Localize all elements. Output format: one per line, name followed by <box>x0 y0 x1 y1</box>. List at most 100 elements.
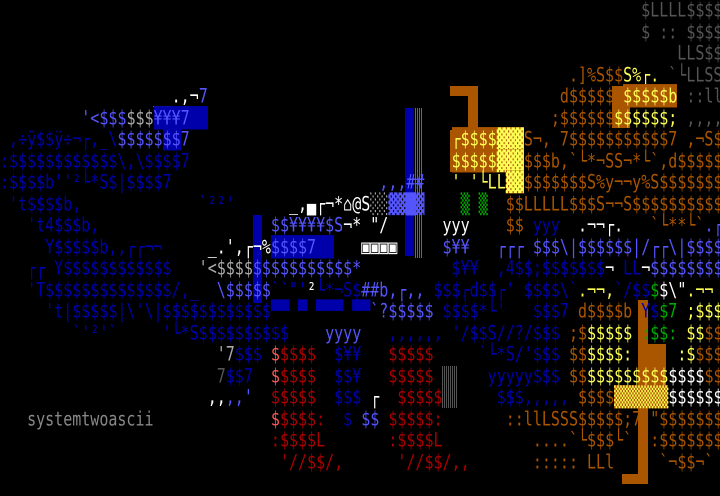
ascii-segment: `└LLSS <box>659 62 720 86</box>
ascii-segment: └*¬S$ <box>316 277 362 301</box>
ascii-segment: $$$$ <box>279 363 317 387</box>
ascii-segment: ,,,,,, <box>361 320 443 344</box>
ascii-segment: ,,' <box>225 385 253 409</box>
orange-trunk-block <box>648 344 666 392</box>
ascii-segment: $$ <box>704 320 720 344</box>
ascii-segment: $$$$$ <box>361 363 434 387</box>
ascii-row: '7$$$ $$$$$ $¥¥ $$$$$ `└*S/'$$$ $$$$$$: … <box>0 341 720 369</box>
ascii-segment: $¥¥ <box>361 256 479 280</box>
ascii-segment: ░░ <box>370 191 389 215</box>
blue-bar-left <box>405 108 414 256</box>
ascii-segment: $$$$\` <box>514 277 578 301</box>
ascii-segment: '//$$/,, <box>343 449 470 473</box>
ascii-segment: Y$$$$$b,,┌┌¬¬ <box>0 234 163 258</box>
ascii-segment: $$ <box>469 213 524 237</box>
ascii-row: `'²'` '└*S$$$$$$$$$$ yyyy ,,,,,, '/$$S//… <box>0 319 720 347</box>
ascii-row: ,,,,' $$$$$ $$$ ┌ $$$$$ $$$,,,,, $$$$▒▒▒… <box>0 384 720 412</box>
ascii-segment: S%┌. <box>623 62 660 86</box>
ascii-segment: "$$$$$$$ <box>641 406 720 430</box>
ascii-segment: $$ <box>677 320 705 344</box>
ascii-segment: $LLLL$$$$ <box>0 0 720 22</box>
ascii-segment: ::::: LLl <box>469 449 615 473</box>
ascii-segment: $ <box>153 406 280 430</box>
ascii-segment: ,, <box>0 385 226 409</box>
ascii-segment: $ <box>261 342 280 366</box>
ascii-segment: $$ <box>559 363 588 387</box>
ascii-segment: $$LLLLL$$$S¬¬S$$$$$$$$$$S¬¬ <box>505 191 720 215</box>
ascii-segment: $$$$$b <box>623 84 678 108</box>
ascii-segment: '//$$/, <box>0 449 344 473</box>
ascii-segment: '└*S$$$$$$$$$$ <box>117 320 289 344</box>
ascii-segment: $$$$$$$$$$$* <box>252 256 362 280</box>
ascii-segment: S¬, 7$$$$$$$$$$$7 ,¬S$$ <box>523 127 720 151</box>
ascii-row: '//$$/, '//$$/,, ::::: LLl `¬$$¬` <box>0 448 714 476</box>
ascii-segment: $$$$$$$$¬ <box>650 256 720 280</box>
ascii-segment: ▓▓█▓ <box>388 191 425 215</box>
ascii-segment: yyyy <box>289 320 362 344</box>
ascii-segment: $$$$$ <box>451 148 497 172</box>
ascii-segment: ;$$$ <box>677 299 720 323</box>
orange-trunk-foot <box>622 474 648 484</box>
ascii-row: :$$$$L :$$$$L ....`└$$$└` :$$$$$$$ <box>0 427 720 455</box>
ascii-row: systemtwoascii $$$$$: $ $$ $$$$$: ::llLS… <box>0 405 720 433</box>
ascii-segment: $ <box>252 363 280 387</box>
orange-bracket-top <box>450 86 478 96</box>
ascii-segment: `/$$ <box>614 277 651 301</box>
ascii-segment: $$$$ <box>279 342 317 366</box>
ascii-row: .]%S$$S%┌. `└LLSS <box>0 61 720 89</box>
ascii-segment: : <box>623 342 633 366</box>
ascii-segment: `└**└` <box>623 213 705 237</box>
ascii-segment: 't$$$$b, <box>0 191 82 215</box>
ascii-segment: $$$$$ <box>587 320 633 344</box>
ascii-segment: $¥¥ <box>316 342 362 366</box>
ascii-segment: $$$$$: <box>379 406 443 430</box>
ascii-segment: $$$$$ <box>379 385 443 409</box>
ascii-segment: yyy <box>523 213 560 237</box>
ascii-segment: 7 <box>0 363 226 387</box>
ascii-segment: $$$$: <box>279 406 326 430</box>
ascii-segment: ,,,## <box>171 170 425 194</box>
ascii-segment: :$ <box>632 342 696 366</box>
ascii-segment: $$$$$ <box>117 127 163 151</box>
ascii-segment: LLS$$ <box>0 41 720 65</box>
ascii-segment: $$$,,,,, <box>442 385 569 409</box>
ascii-row: Y$$$$$b,,┌┌¬¬ _.',┌¬%$$$$7 ▣▣▣▣ $¥¥ ┌┌┌ … <box>0 233 720 261</box>
ascii-segment: `└*S/' <box>433 342 533 366</box>
ascii-segment: _.',┌¬% <box>162 234 271 258</box>
ascii-segment: $$$$$$ <box>668 385 720 409</box>
ascii-segment: ::llLSSS$$$$$;7 <box>442 406 642 430</box>
ascii-segment: $$$$$$; <box>614 105 678 129</box>
ascii-segment: ▓▓ <box>505 170 524 194</box>
gray-dither-column <box>442 366 457 408</box>
ascii-segment: $$¥ <box>316 363 362 387</box>
ascii-segment: `²²' <box>81 191 235 215</box>
ascii-segment: ▀▀ ▀ ▀▀▀ ▀▀ <box>270 299 371 323</box>
ascii-segment: :$$$$L <box>325 428 443 452</box>
orange-bracket-stem <box>468 86 478 130</box>
ascii-segment: $$ <box>559 342 588 366</box>
ascii-segment: ▒▒▒▒▒▒ <box>614 385 669 409</box>
ascii-segment: \$$$$$ <box>198 277 271 301</box>
ascii-segment: __.,¬ <box>0 84 199 108</box>
ascii-segment: $$$ <box>316 385 362 409</box>
ascii-segment: .┌¬ <box>704 213 720 237</box>
ascii-row: :$$$$b''²└*S$|$$$$7 ,,,## ' '└LL▓▓$$$$$$… <box>0 169 720 197</box>
ascii-segment: $$ <box>704 363 720 387</box>
ascii-segment: ▒ <box>469 191 488 215</box>
ascii-segment: ▓▓▓ <box>496 127 524 151</box>
ascii-segment: $$$$ <box>568 385 615 409</box>
ascii-segment: $$$$7 <box>270 234 335 258</box>
ascii-segment: ¥¥¥7 <box>153 105 208 129</box>
ascii-segment: ,÷ÿ$$ÿ÷¬┌,_\ <box>0 127 118 151</box>
ascii-segment: $$¥¥¥¥$S <box>99 213 344 237</box>
ascii-segment: .¬¬┌. <box>559 213 624 237</box>
ascii-segment: ┌┌┌ <box>469 234 524 258</box>
ascii-segment: :$$$$L <box>0 428 326 452</box>
ascii-segment: $$$$*└' <box>433 299 506 323</box>
ascii-segment: ▣▣▣▣ <box>334 234 398 258</box>
ascii-segment: .]%S$$ <box>0 62 624 86</box>
ascii-segment: ::llS <box>686 84 720 108</box>
signature-text: systemtwoascii <box>27 406 154 430</box>
ascii-row: 't|$$$$$|\'\|$$$$$$$$$$$$▀▀ ▀ ▀▀▀ ▀▀`?$$… <box>0 298 720 326</box>
